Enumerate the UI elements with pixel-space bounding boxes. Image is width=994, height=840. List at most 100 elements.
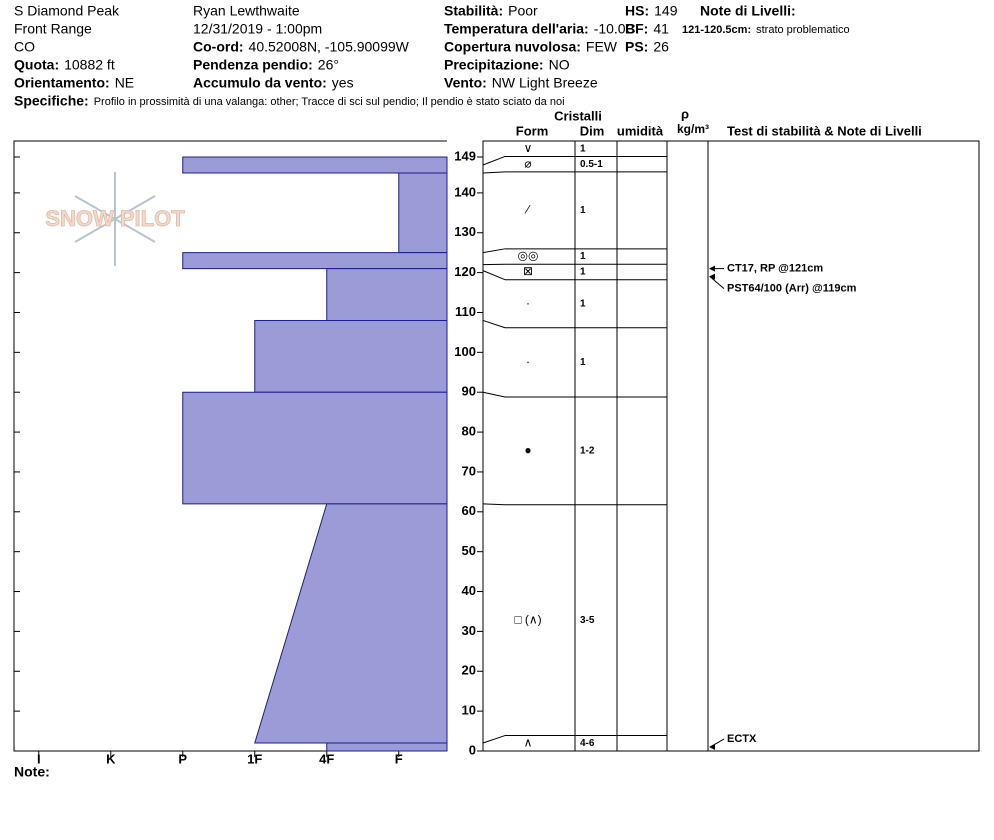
grain-form: ◎◎ [518,249,539,263]
column-header: Test di stabilità & Note di Livelli [727,123,922,138]
field-value: 149 [654,3,678,19]
layer-connector [482,503,506,506]
grain-size: 1 [580,143,586,154]
logo-text: SNOW PILOT [45,206,185,231]
field-label: Co-ord: [193,39,244,55]
x-tick-label: F [395,751,403,766]
y-tick-label: 110 [455,304,476,319]
field-label: Vento: [444,75,487,91]
grain-form: ∧ [524,735,533,749]
y-tick-label: 20 [462,663,476,678]
layer-connector [482,270,506,281]
layer-connector [482,155,506,166]
y-tick-label: 50 [462,543,476,558]
x-tick-label: I [37,751,41,766]
field-value: -10.0C [594,21,636,37]
y-tick-label: 120 [454,264,476,279]
table-frame [482,140,980,752]
y-tick-label: 130 [454,224,476,239]
grain-size: 1 [580,205,586,216]
grain-form: ● [524,443,531,457]
field-value: NO [549,57,570,73]
x-tick-label: P [178,751,187,766]
note-label: Note: [14,764,50,780]
grain-size: 1 [580,298,586,309]
x-tick-label: 1F [247,751,262,766]
snowflake [74,172,156,266]
field-label: Accumulo da vento: [193,75,327,91]
layer-connector [482,319,506,329]
hardness-bar [326,268,448,321]
field-label: Orientamento: [14,75,110,91]
x-tick-label: K [106,751,116,766]
layer-connector [482,171,506,174]
field-label: Temperatura dell'aria: [444,21,589,37]
field-value: Front Range [14,21,92,37]
y-tick-label: 90 [462,384,476,399]
field-value: yes [332,75,354,91]
grain-size: 0.5-1 [580,159,603,170]
column-header: Dim [580,123,605,138]
layer-connector [482,391,506,398]
field-value: Profilo in prossimità di una valanga: ot… [94,96,565,108]
hardness-frame [13,140,447,752]
field-value: NW Light Breeze [492,75,598,91]
arrow-head [709,273,715,280]
hardness-bar [326,742,448,752]
field-label: BF: [625,21,648,37]
column-header: Cristalli [554,108,602,123]
y-tick-label: 40 [462,583,476,598]
column-header: ρ [681,106,689,121]
field-label: Precipitazione: [444,57,544,73]
y-tick-label: 70 [462,463,476,478]
field-label: Pendenza pendio: [193,57,313,73]
field-value: 41 [653,21,669,37]
test-result: CT17, RP @121cm [727,263,823,275]
grain-form: □ (∧) [514,612,541,626]
field-label: Quota: [14,57,59,73]
field-value: CO [14,39,35,55]
hardness-bar [398,172,448,254]
hardness-bar [182,391,448,505]
grain-form: ⊠ [523,264,533,278]
field-value: S Diamond Peak [14,3,120,19]
column-header: Form [516,123,549,138]
y-tick-label: 149 [454,148,476,163]
test-arrow [709,276,725,290]
y-tick-label: 140 [454,184,476,199]
field-value: strato problematico [756,24,850,36]
field-value: Ryan Lewthwaite [193,3,300,19]
test-result: PST64/100 (Arr) @119cm [727,283,857,295]
grain-size: 1 [580,357,586,368]
field-label: Note di Livelli: [700,3,796,19]
grain-form: ∨ [524,141,533,155]
grain-form: ⁄ [524,203,531,217]
field-label: HS: [625,3,649,19]
grain-size: 3-5 [580,615,595,626]
grain-form: · [526,355,530,369]
layer-connector [482,735,506,744]
hardness-bar [182,252,448,270]
column-header: kg/m³ [677,122,709,136]
field-value: 40.52008N, -105.90099W [249,39,410,55]
x-tick-label: 4F [319,751,334,766]
field-label: Stabilità: [444,3,503,19]
field-label: 121-120.5cm: [682,24,751,36]
field-value: FEW [586,39,618,55]
field-label: Copertura nuvolosa: [444,39,581,55]
layer-connector [482,248,506,254]
field-value: 26 [653,39,669,55]
y-tick-label: 10 [462,703,476,718]
hardness-bar [182,156,448,174]
field-value: 12/31/2019 - 1:00pm [193,21,322,37]
grain-size: 1 [580,267,586,278]
hardness-bar [254,503,448,744]
arrow-head [709,744,715,751]
field-value: Poor [508,3,538,19]
field-label: PS: [625,39,648,55]
y-tick-label: 0 [469,742,476,757]
y-tick-label: 80 [462,424,476,439]
y-tick-label: 30 [462,623,476,638]
field-value: 26° [318,57,339,73]
